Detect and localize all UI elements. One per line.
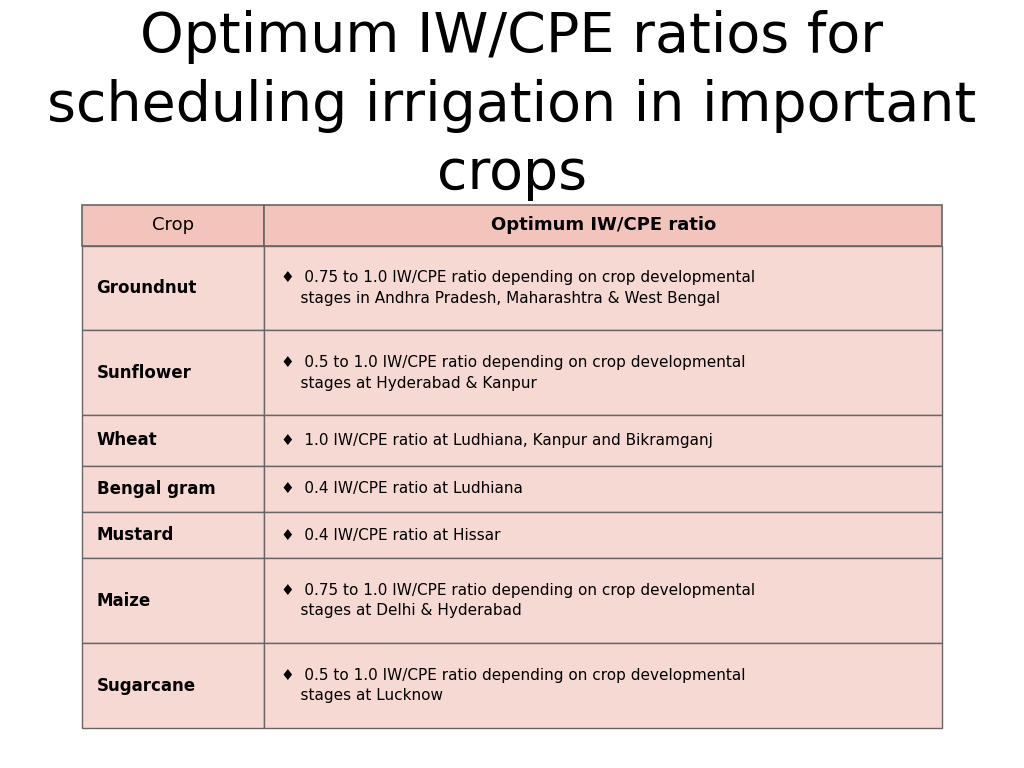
Text: Crop: Crop: [153, 217, 195, 234]
Bar: [264, 558, 942, 643]
Bar: [82, 511, 264, 558]
Text: Optimum IW/CPE ratios for
scheduling irrigation in important
crops: Optimum IW/CPE ratios for scheduling irr…: [47, 10, 977, 201]
Bar: [264, 465, 942, 511]
Bar: [82, 643, 264, 728]
Bar: [264, 205, 942, 246]
Text: ♦  0.4 IW/CPE ratio at Ludhiana: ♦ 0.4 IW/CPE ratio at Ludhiana: [282, 482, 523, 496]
Text: Maize: Maize: [96, 591, 151, 610]
Bar: [264, 246, 942, 330]
Text: ♦  0.5 to 1.0 IW/CPE ratio depending on crop developmental
    stages at Hyderab: ♦ 0.5 to 1.0 IW/CPE ratio depending on c…: [282, 356, 745, 391]
Text: Bengal gram: Bengal gram: [96, 480, 215, 498]
Text: Sugarcane: Sugarcane: [96, 677, 196, 694]
Text: Mustard: Mustard: [96, 526, 174, 544]
Text: ♦  1.0 IW/CPE ratio at Ludhiana, Kanpur and Bikramganj: ♦ 1.0 IW/CPE ratio at Ludhiana, Kanpur a…: [282, 433, 713, 448]
Text: Wheat: Wheat: [96, 432, 158, 449]
Text: ♦  0.75 to 1.0 IW/CPE ratio depending on crop developmental
    stages at Delhi : ♦ 0.75 to 1.0 IW/CPE ratio depending on …: [282, 583, 756, 618]
Text: ♦  0.4 IW/CPE ratio at Hissar: ♦ 0.4 IW/CPE ratio at Hissar: [282, 528, 501, 542]
Bar: [82, 205, 264, 246]
Bar: [82, 465, 264, 511]
Text: Sunflower: Sunflower: [96, 364, 191, 382]
Text: Groundnut: Groundnut: [96, 279, 197, 297]
Bar: [264, 330, 942, 415]
Bar: [82, 558, 264, 643]
Bar: [82, 330, 264, 415]
Text: ♦  0.5 to 1.0 IW/CPE ratio depending on crop developmental
    stages at Lucknow: ♦ 0.5 to 1.0 IW/CPE ratio depending on c…: [282, 668, 745, 703]
Bar: [264, 511, 942, 558]
Bar: [264, 643, 942, 728]
Text: ♦  0.75 to 1.0 IW/CPE ratio depending on crop developmental
    stages in Andhra: ♦ 0.75 to 1.0 IW/CPE ratio depending on …: [282, 270, 756, 306]
Text: Optimum IW/CPE ratio: Optimum IW/CPE ratio: [490, 217, 716, 234]
Bar: [264, 415, 942, 465]
Bar: [82, 246, 264, 330]
Bar: [82, 415, 264, 465]
